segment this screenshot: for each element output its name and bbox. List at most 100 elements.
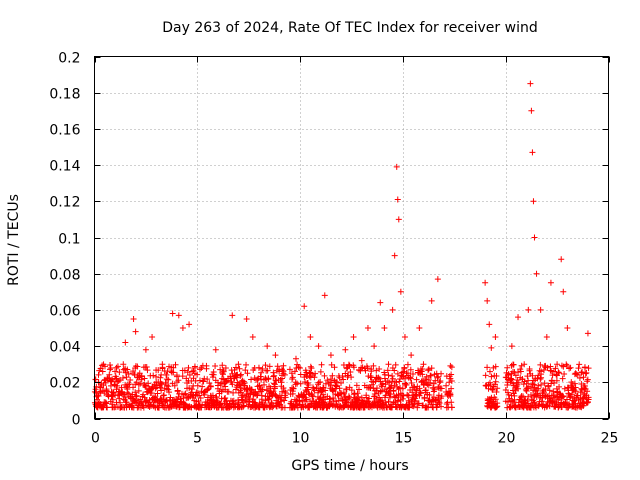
data-point: [163, 382, 170, 389]
data-point: [160, 392, 167, 399]
data-point: [408, 352, 415, 359]
data-point: [564, 325, 571, 331]
data-point: [330, 395, 337, 402]
data-point: [560, 288, 567, 295]
data-point: [155, 367, 162, 374]
data-point: [401, 365, 408, 372]
data-point: [244, 370, 251, 377]
data-point: [258, 392, 265, 399]
data-point: [533, 270, 540, 277]
data-point: [142, 383, 149, 390]
data-point: [257, 373, 264, 380]
data-point: [373, 385, 380, 392]
data-point: [188, 389, 195, 396]
data-point: [515, 385, 522, 392]
data-point: [171, 382, 178, 389]
data-point: [162, 398, 169, 405]
data-point: [379, 383, 386, 390]
data-point: [486, 379, 493, 386]
data-point: [584, 376, 591, 383]
data-point: [196, 366, 203, 373]
data-point: [394, 370, 401, 377]
data-point: [255, 364, 262, 371]
data-point: [377, 388, 384, 395]
data-point: [420, 361, 427, 368]
data-point: [120, 361, 127, 368]
data-point: [122, 369, 129, 376]
data-point: [578, 369, 585, 376]
data-point: [353, 382, 360, 389]
data-point: [448, 404, 455, 411]
data-point: [145, 380, 152, 387]
data-point: [186, 372, 193, 379]
data-point: [307, 363, 314, 370]
data-point: [428, 365, 435, 372]
data-point: [236, 365, 243, 372]
data-point: [350, 391, 357, 398]
data-point: [146, 397, 153, 404]
data-point: [556, 369, 563, 376]
y-axis-title: ROTI / TECUs: [6, 194, 22, 286]
data-point: [289, 374, 296, 381]
data-point: [142, 346, 149, 353]
data-point: [107, 377, 114, 384]
data-point: [203, 362, 210, 369]
data-point: [132, 389, 139, 396]
data-point: [484, 297, 491, 304]
data-point: [367, 373, 374, 380]
data-point: [303, 396, 310, 403]
data-point: [340, 376, 347, 383]
data-point: [125, 390, 132, 397]
data-point: [363, 392, 370, 399]
data-point: [364, 365, 371, 372]
data-point: [107, 364, 114, 371]
data-point: [566, 365, 573, 372]
data-point: [327, 376, 334, 383]
data-point: [144, 389, 151, 396]
data-point: [103, 388, 110, 395]
data-point: [364, 325, 371, 331]
data-point: [438, 403, 445, 410]
data-point: [255, 383, 262, 390]
data-point: [304, 386, 311, 393]
data-point: [301, 303, 308, 310]
data-point: [122, 339, 129, 346]
data-point: [322, 396, 329, 403]
data-point: [572, 388, 579, 395]
x-tick-labels: 0 5 10 15 20 25: [91, 431, 618, 447]
data-point: [438, 370, 445, 377]
data-point: [281, 371, 288, 378]
data-point: [132, 328, 139, 335]
data-point: [535, 382, 542, 389]
data-point: [309, 392, 316, 399]
data-point: [278, 379, 285, 386]
data-point: [261, 381, 268, 388]
data-point: [447, 362, 454, 369]
data-point: [269, 404, 276, 411]
data-point: [527, 80, 534, 87]
data-point: [553, 377, 560, 384]
data-point: [308, 365, 315, 372]
data-point: [307, 334, 314, 341]
data-point: [179, 373, 186, 380]
data-point: [382, 399, 389, 406]
data-point: [114, 363, 121, 370]
data-point: [580, 382, 587, 389]
data-point: [241, 380, 248, 387]
data-point: [358, 357, 365, 364]
data-point: [107, 362, 114, 369]
data-point: [489, 387, 496, 394]
data-point: [200, 378, 207, 385]
data-point: [553, 393, 560, 400]
data-point: [327, 352, 334, 359]
data-point: [371, 343, 378, 350]
data-point: [391, 252, 398, 259]
data-point: [204, 376, 211, 383]
data-point: [130, 384, 137, 391]
data-point: [263, 386, 270, 393]
data-point: [153, 379, 160, 386]
x-tick-label: 5: [193, 431, 202, 447]
data-point: [250, 389, 257, 396]
data-point: [157, 384, 164, 391]
data-point: [389, 373, 396, 380]
